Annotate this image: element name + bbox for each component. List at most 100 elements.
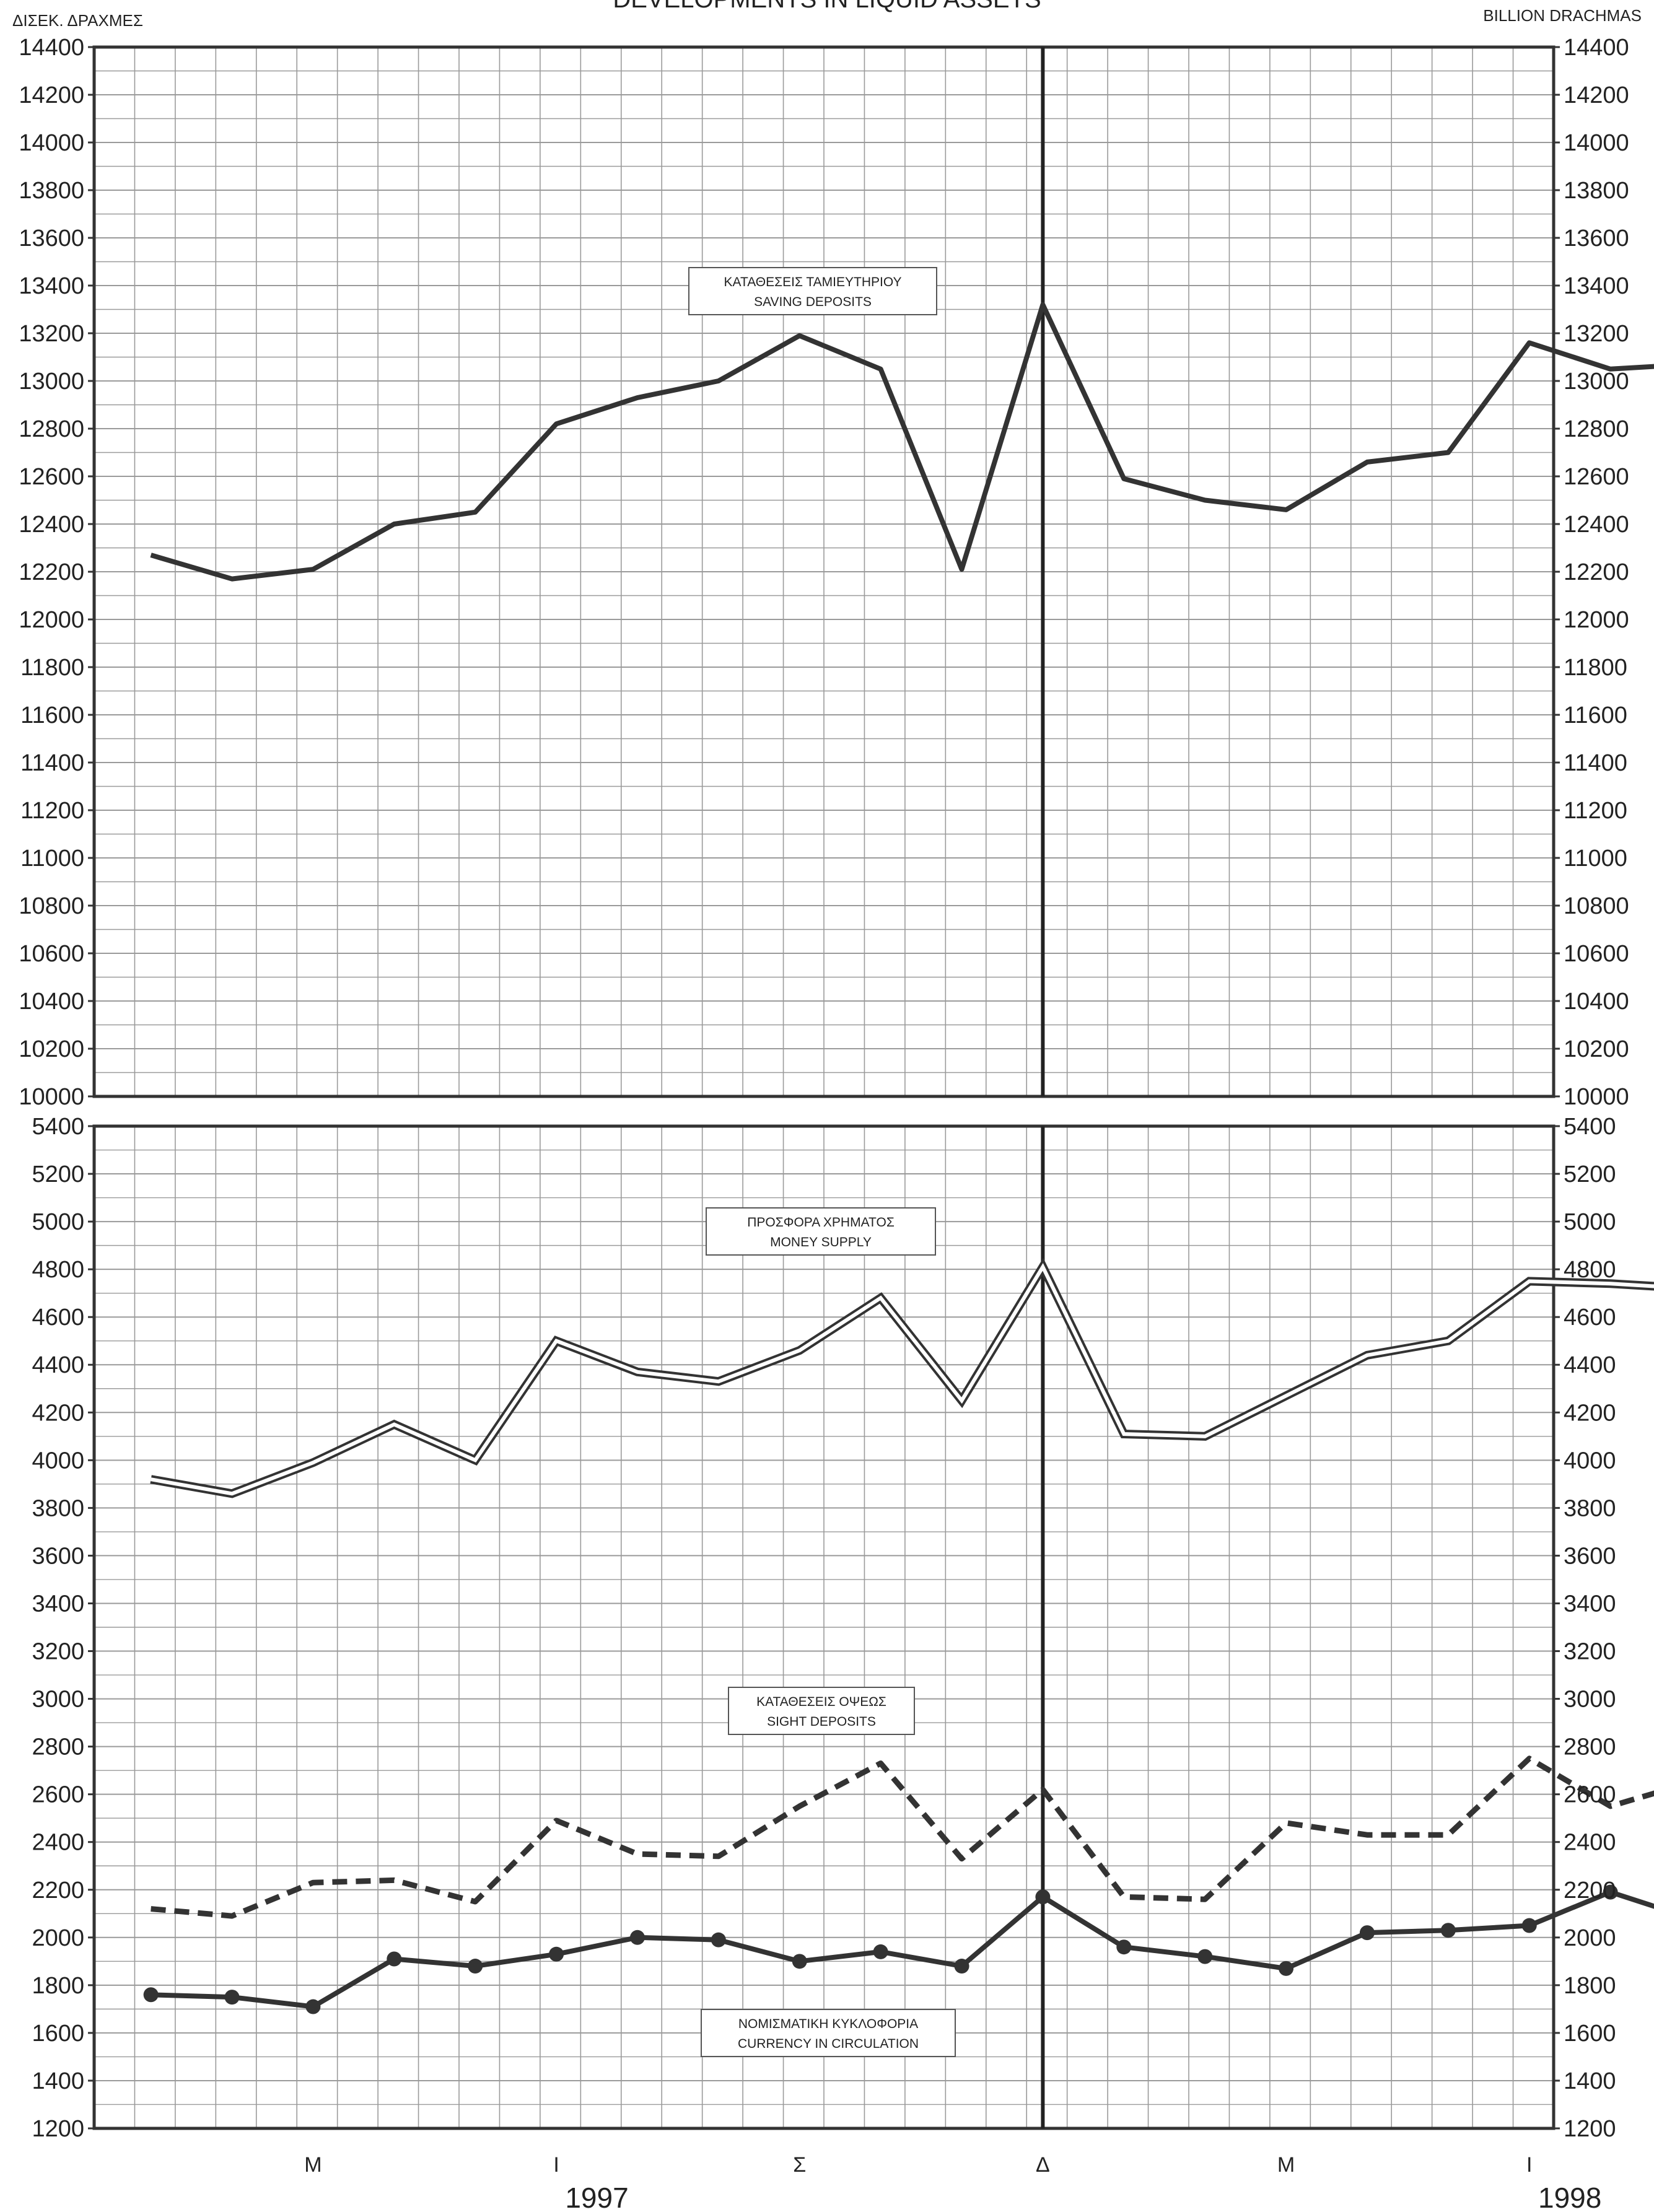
x-month-label: Ι [553, 2153, 559, 2177]
y-tick-label-left: 3000 [32, 1687, 84, 1713]
data-point-currency [792, 1954, 807, 1969]
y-tick-label-left: 14400 [19, 35, 84, 61]
legend-sight-deposits-gr: ΚΑΤΑΘΕΣΕΙΣ ΟΨΕΩΣ [756, 1695, 886, 1709]
y-tick-label-left: 10200 [19, 1036, 84, 1062]
legend-money-supply-en: MONEY SUPPLY [770, 1235, 872, 1249]
y-tick-label-left: 4200 [32, 1400, 84, 1426]
y-tick-label-left: 3800 [32, 1495, 84, 1521]
legend-currency: ΝΟΜΙΣΜΑΤΙΚΗ ΚΥΚΛΟΦΟΡΙΑ CURRENCY IN CIRCU… [701, 2009, 956, 2057]
y-tick-label-left: 10800 [19, 893, 84, 919]
y-tick-label-left: 5000 [32, 1209, 84, 1235]
y-tick-label-left: 11200 [20, 798, 84, 824]
frame-layer [88, 45, 1560, 2130]
y-tick-label-left: 12400 [19, 512, 84, 538]
y-tick-label-left: 11000 [20, 846, 84, 872]
y-tick-label-left: 1200 [32, 2116, 84, 2142]
y-tick-label-left: 5400 [32, 1114, 84, 1140]
y-tick-label-right: 3800 [1564, 1495, 1616, 1521]
x-month-label: Σ [793, 2153, 806, 2177]
data-point-currency [954, 1959, 969, 1974]
y-tick-label-left: 12000 [19, 607, 84, 633]
y-tick-label-left: 5200 [32, 1161, 84, 1187]
data-point-currency [387, 1951, 402, 1967]
x-month-label: Δ [1036, 2153, 1050, 2177]
x-year-label: 1998 [1538, 2182, 1601, 2212]
y-tick-label-right: 13400 [1564, 273, 1629, 299]
panel-frame [92, 1124, 1556, 2130]
y-tick-label-left: 13400 [19, 273, 84, 299]
y-tick-label-right: 11800 [1564, 655, 1627, 681]
series-line-sight-deposits [151, 1755, 1654, 1919]
y-tick-label-right: 4400 [1564, 1352, 1616, 1378]
y-tick-label-left: 11600 [20, 702, 84, 728]
y-tick-label-right: 4000 [1564, 1448, 1616, 1474]
x-year-label: 1997 [565, 2182, 628, 2212]
legend-saving-deposits-gr: ΚΑΤΑΘΕΣΕΙΣ ΤΑΜΙΕΥΤΗΡΙΟΥ [724, 275, 901, 289]
y-tick-label-left: 10000 [19, 1084, 84, 1110]
y-tick-label-left: 2800 [32, 1734, 84, 1760]
y-tick-label-left: 4800 [32, 1257, 84, 1283]
y-tick-label-right: 5200 [1564, 1161, 1616, 1187]
y-tick-label-left: 13200 [19, 321, 84, 347]
y-tick-label-right: 3200 [1564, 1639, 1616, 1665]
x-month-label: Μ [304, 2153, 322, 2177]
y-tick-label-right: 14200 [1564, 82, 1629, 108]
legend-saving-deposits-en: SAVING DEPOSITS [754, 295, 872, 309]
y-tick-label-right: 12200 [1564, 559, 1629, 585]
chart-title: DEVELOPMENTS IN LIQUID ASSETS [613, 0, 1041, 13]
y-tick-label-right: 4200 [1564, 1400, 1616, 1426]
y-tick-label-left: 1600 [32, 2021, 84, 2047]
y-tick-label-left: 3600 [32, 1543, 84, 1569]
data-point-currency [468, 1959, 483, 1974]
y-tick-label-right: 13800 [1564, 178, 1629, 204]
series-line-currency-in-circulation [151, 1889, 1654, 2009]
y-tick-label-right: 4600 [1564, 1305, 1616, 1331]
y-tick-label-right: 2400 [1564, 1830, 1616, 1856]
legend-sight-deposits: ΚΑΤΑΘΕΣΕΙΣ ΟΨΕΩΣ SIGHT DEPOSITS [728, 1687, 915, 1735]
y-tick-label-left: 13000 [19, 369, 84, 395]
legend-currency-en: CURRENCY IN CIRCULATION [738, 2037, 919, 2051]
y-tick-label-right: 2600 [1564, 1782, 1616, 1808]
y-tick-label-right: 10600 [1564, 941, 1629, 967]
legend-saving-deposits: ΚΑΤΑΘΕΣΕΙΣ ΤΑΜΙΕΥΤΗΡΙΟΥ SAVING DEPOSITS [688, 267, 937, 315]
data-point-currency [629, 1930, 645, 1945]
y-tick-label-right: 3600 [1564, 1543, 1616, 1569]
y-tick-label-right: 4800 [1564, 1257, 1616, 1283]
x-month-label: Μ [1277, 2153, 1295, 2177]
y-tick-label-right: 5400 [1564, 1114, 1616, 1140]
data-point-currency [143, 1987, 159, 2003]
y-tick-label-right: 10400 [1564, 989, 1629, 1015]
data-point-currency [1279, 1961, 1294, 1976]
data-point-currency [1521, 1918, 1537, 1933]
y-tick-label-right: 10800 [1564, 893, 1629, 919]
y-tick-label-left: 14200 [19, 82, 84, 108]
y-tick-label-right: 3400 [1564, 1591, 1616, 1617]
y-tick-label-left: 2400 [32, 1830, 84, 1856]
y-tick-label-right: 12400 [1564, 512, 1629, 538]
data-point-currency [1116, 1939, 1132, 1955]
y-tick-label-left: 4000 [32, 1448, 84, 1474]
y-tick-label-right: 10200 [1564, 1036, 1629, 1062]
legend-currency-gr: ΝΟΜΙΣΜΑΤΙΚΗ ΚΥΚΛΟΦΟΡΙΑ [738, 2017, 918, 2031]
series-layer [143, 302, 1654, 2014]
y-tick-label-right: 13000 [1564, 369, 1629, 395]
y-tick-label-left: 4600 [32, 1305, 84, 1331]
y-tick-label-right: 11400 [1564, 750, 1627, 776]
y-tick-label-left: 13600 [19, 225, 84, 251]
data-point-currency [1440, 1923, 1456, 1938]
series-line-money-supply-inner [151, 1263, 1654, 1496]
grid-layer [94, 46, 1554, 2129]
y-tick-label-left: 10600 [19, 941, 84, 967]
y-tick-label-right: 11000 [1564, 846, 1627, 872]
y-tick-label-left: 2600 [32, 1782, 84, 1808]
y-tick-label-right: 12600 [1564, 464, 1629, 490]
data-point-currency [549, 1946, 564, 1962]
label-layer: DEVELOPMENTS IN LIQUID ASSETS ΔΙΣΕΚ. ΔΡΑ… [12, 0, 1642, 2212]
y-tick-label-left: 13800 [19, 178, 84, 204]
y-tick-label-right: 2200 [1564, 1878, 1616, 1904]
legend-money-supply: ΠΡΟΣΦΟΡΑ ΧΡΗΜΑΤΟΣ MONEY SUPPLY [706, 1207, 936, 1256]
legend-sight-deposits-en: SIGHT DEPOSITS [767, 1715, 876, 1729]
x-month-label: Ι [1526, 2153, 1532, 2177]
data-point-currency [305, 1999, 321, 2014]
